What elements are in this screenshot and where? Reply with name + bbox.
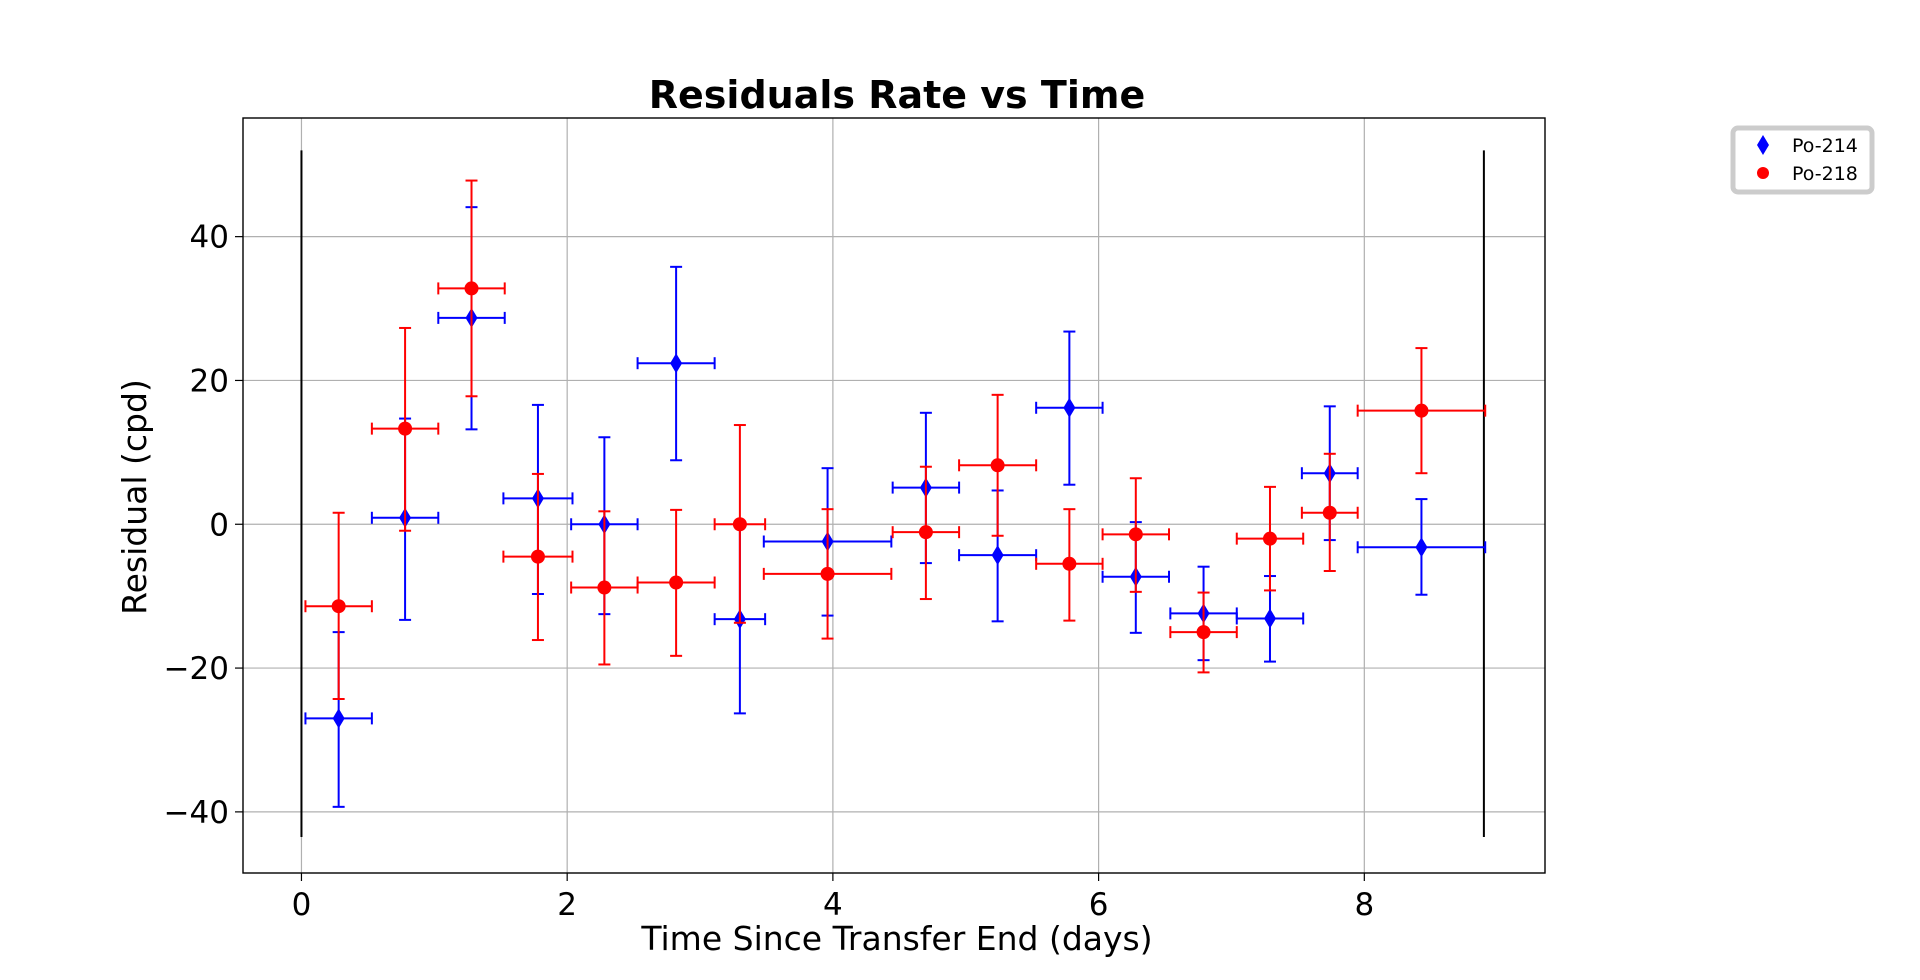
x-tick-label: 0 [292, 887, 312, 923]
y-tick-label: −40 [164, 795, 229, 831]
chart-title: Residuals Rate vs Time [649, 73, 1145, 117]
legend: Po-214 Po-218 [1730, 125, 1875, 195]
data-point [1169, 591, 1238, 674]
data-point [1101, 477, 1171, 593]
vertical-reference-lines [300, 150, 1485, 838]
y-tick-label: 0 [209, 507, 229, 543]
circle-marker-icon [1757, 167, 1769, 179]
data-point [1035, 330, 1104, 486]
legend-entries: Po-214 Po-218 [1757, 135, 1858, 185]
data-point [1356, 347, 1487, 475]
y-axis-label: Residual (cpd) [115, 379, 154, 615]
y-tick-label: 40 [190, 220, 229, 256]
plot-area-border [242, 117, 1546, 874]
data-point [713, 424, 767, 624]
data-point [502, 472, 574, 642]
data-point [762, 508, 893, 640]
data-point [370, 326, 440, 532]
data-point [1235, 485, 1305, 592]
y-tick-label: −20 [164, 651, 229, 687]
x-tick-label: 8 [1354, 887, 1374, 923]
series-po-218 [304, 179, 1487, 700]
data-point [1035, 508, 1104, 622]
diamond-marker-icon [1757, 135, 1769, 155]
axis-ticks: 0 2 4 6 8 −40 −20 0 20 40 [164, 220, 1375, 923]
data-point [1300, 452, 1359, 572]
x-tick-label: 4 [823, 887, 843, 923]
legend-entry-po-214: Po-214 [1757, 135, 1858, 157]
plot-frame [242, 117, 1546, 874]
data-point [437, 179, 506, 398]
series-po-214 [304, 206, 1487, 808]
data-point [1356, 498, 1487, 596]
data-point [636, 265, 716, 462]
legend-label: Po-214 [1792, 135, 1858, 157]
legend-label: Po-218 [1792, 163, 1858, 185]
legend-entry-po-218: Po-218 [1757, 163, 1858, 185]
data-point [891, 465, 961, 601]
x-axis-label: Time Since Transfer End (days) [640, 919, 1152, 958]
data-point [304, 511, 373, 700]
y-tick-label: 20 [190, 363, 229, 399]
data-point [958, 393, 1038, 537]
grid-lines [243, 118, 1545, 873]
x-tick-label: 2 [557, 887, 577, 923]
data-point [636, 508, 716, 657]
x-tick-label: 6 [1089, 887, 1109, 923]
data-series [304, 179, 1487, 808]
data-point [570, 510, 639, 666]
